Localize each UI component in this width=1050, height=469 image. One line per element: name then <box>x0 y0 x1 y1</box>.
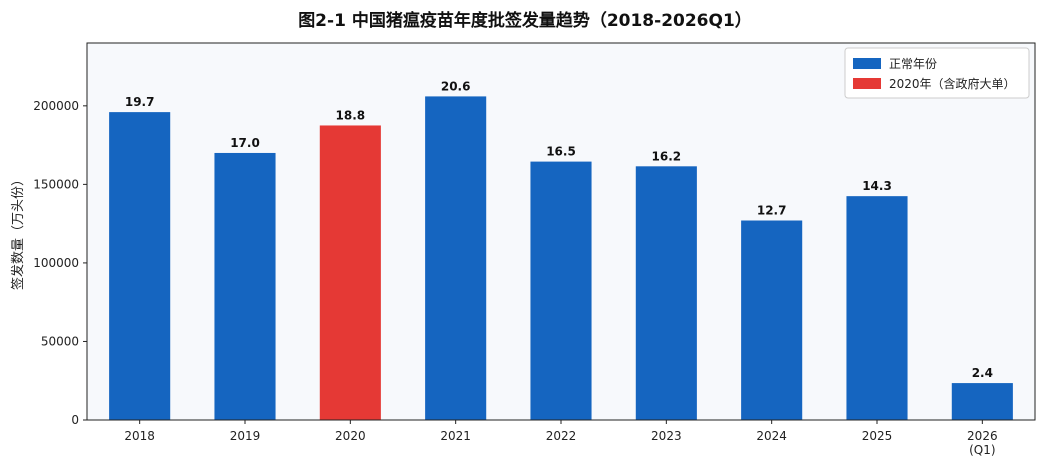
y-axis-label: 签发数量（万头份） <box>10 173 26 290</box>
y-tick-label: 100000 <box>33 256 79 270</box>
bar <box>951 383 1013 420</box>
x-tick-label: 2018 <box>124 429 155 443</box>
x-tick-label: 2019 <box>230 429 261 443</box>
legend-label: 正常年份 <box>889 57 937 71</box>
y-tick-label: 0 <box>71 413 79 427</box>
legend-label: 2020年（含政府大单） <box>889 76 1016 91</box>
bar <box>319 125 381 420</box>
plot-frame <box>86 42 1036 421</box>
legend-swatch <box>853 58 881 69</box>
legend-swatch <box>853 78 881 89</box>
y-tick-label: 50000 <box>41 334 79 348</box>
bar <box>846 196 908 420</box>
x-tick-label: 2025 <box>862 429 893 443</box>
x-tick-label: 2022 <box>546 429 577 443</box>
bar <box>635 166 697 420</box>
x-tick-label: 2020 <box>335 429 366 443</box>
data-label: 18.8 <box>336 108 366 122</box>
bar <box>741 220 803 420</box>
data-label: 12.7 <box>757 204 787 218</box>
chart-title: 图2-1 中国猪瘟疫苗年度批签发量趋势（2018-2026Q1） <box>298 11 752 31</box>
bar <box>109 112 171 420</box>
x-tick-label: 2026 <box>967 429 998 443</box>
y-tick-label: 200000 <box>33 99 79 113</box>
data-label: 16.2 <box>652 149 682 163</box>
bar <box>530 161 592 421</box>
x-tick-label: 2021 <box>440 429 471 443</box>
data-label: 16.5 <box>546 145 576 159</box>
y-tick-label: 150000 <box>33 177 79 191</box>
x-tick-label: 2024 <box>756 429 787 443</box>
data-label: 2.4 <box>972 366 993 380</box>
bar <box>214 152 276 421</box>
data-label: 20.6 <box>441 79 471 93</box>
data-label: 14.3 <box>862 179 892 193</box>
bar <box>425 96 487 421</box>
x-tick-label: (Q1) <box>969 443 995 457</box>
data-label: 19.7 <box>125 95 155 109</box>
data-label: 17.0 <box>230 136 260 150</box>
x-tick-label: 2023 <box>651 429 682 443</box>
legend-box <box>844 47 1030 99</box>
